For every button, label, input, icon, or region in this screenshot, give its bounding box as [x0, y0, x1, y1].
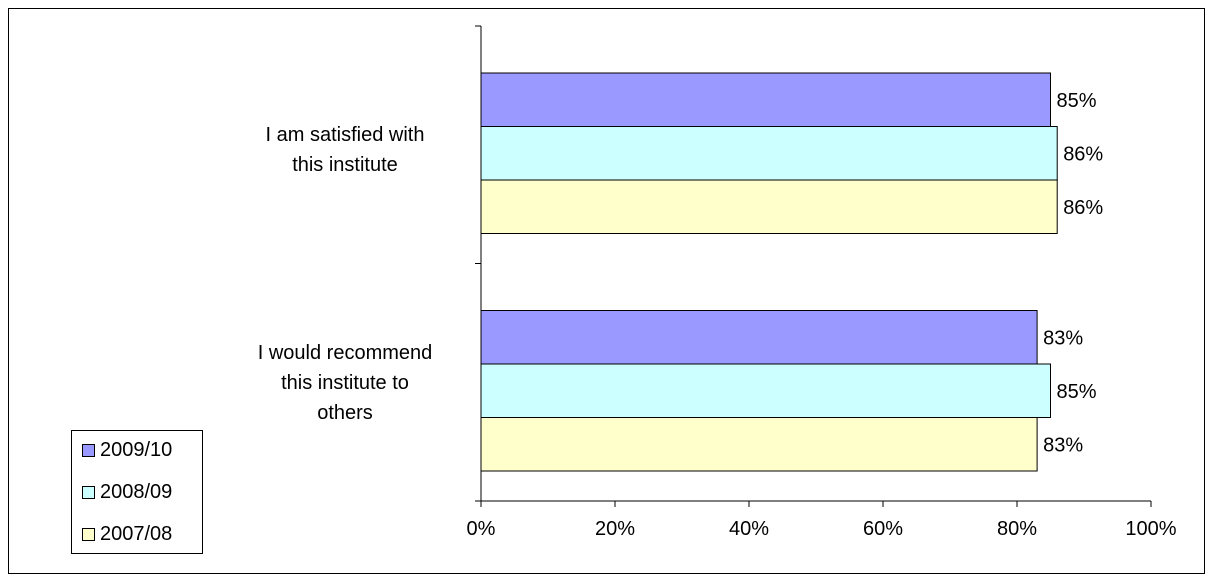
legend-swatch-2007-08	[82, 527, 95, 541]
bar-2008-09-1	[480, 363, 1051, 418]
x-tick-label: 80%	[997, 518, 1037, 540]
legend-swatch-2008-09	[82, 485, 95, 499]
x-tick-label: 100%	[1125, 518, 1176, 540]
data-label: 86%	[1063, 197, 1103, 219]
data-label: 85%	[1057, 90, 1097, 112]
data-label: 85%	[1057, 381, 1097, 403]
legend-item-2009-10: 2009/10	[82, 435, 172, 465]
bar-2008-09-0	[480, 126, 1058, 181]
data-label: 83%	[1043, 434, 1083, 456]
category-label-satisfied: I am satisfied with this institute	[265, 124, 425, 176]
x-tick-label: 40%	[729, 518, 769, 540]
x-tick-label: 20%	[595, 518, 635, 540]
bar-2009-10-1	[480, 310, 1038, 365]
data-label: 86%	[1063, 143, 1103, 165]
chart-frame: 85% 86% 86% 83% 85% 83% 0% 20% 40% 60% 80% 100% I a…	[8, 8, 1205, 574]
legend-label-2007-08: 2007/08	[100, 522, 173, 545]
bar-2009-10-0	[480, 72, 1051, 127]
category-label-recommend: I would recommend this institute to othe…	[257, 342, 433, 424]
legend-item-2008-09: 2008/09	[82, 477, 172, 507]
legend-label-2009-10: 2009/10	[100, 438, 173, 461]
bar-chart: 85% 86% 86% 83% 85% 83% 0% 20% 40% 60% 80% 100%	[467, 25, 1177, 540]
bar-2007-08-0	[480, 179, 1058, 234]
legend-label-2008-09: 2008/09	[100, 480, 173, 503]
data-label: 83%	[1043, 327, 1083, 349]
legend-swatch-2009-10	[82, 443, 95, 457]
bar-2007-08-1	[480, 417, 1038, 472]
x-tick-label: 0%	[467, 518, 496, 540]
x-tick-label: 60%	[863, 518, 903, 540]
legend: 2009/10 2008/09 2007/08	[71, 430, 203, 554]
legend-item-2007-08: 2007/08	[82, 519, 172, 549]
